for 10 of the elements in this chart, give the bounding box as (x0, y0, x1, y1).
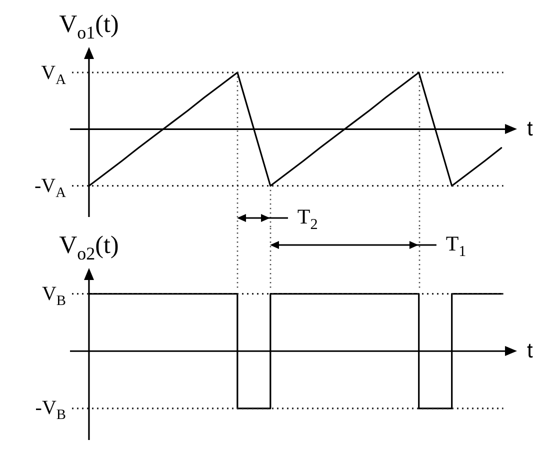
y-axis-title: V$_{o2}$(t) (59, 232, 119, 264)
text: T$_{2}$ (297, 204, 318, 233)
ref-line-label: -V$_{B}$ (35, 397, 66, 424)
y-axis-title: V$_{o1}$(t) (59, 11, 119, 42)
x-axis-title: t (527, 118, 533, 141)
text: T$_{1}$ (446, 232, 466, 260)
ref-line-label: V$_{A}$ (41, 62, 66, 88)
ref-line-label: V$_{B}$ (42, 282, 66, 309)
ref-line-label: -V$_{A}$ (34, 174, 66, 201)
x-axis-title: t (527, 340, 533, 363)
